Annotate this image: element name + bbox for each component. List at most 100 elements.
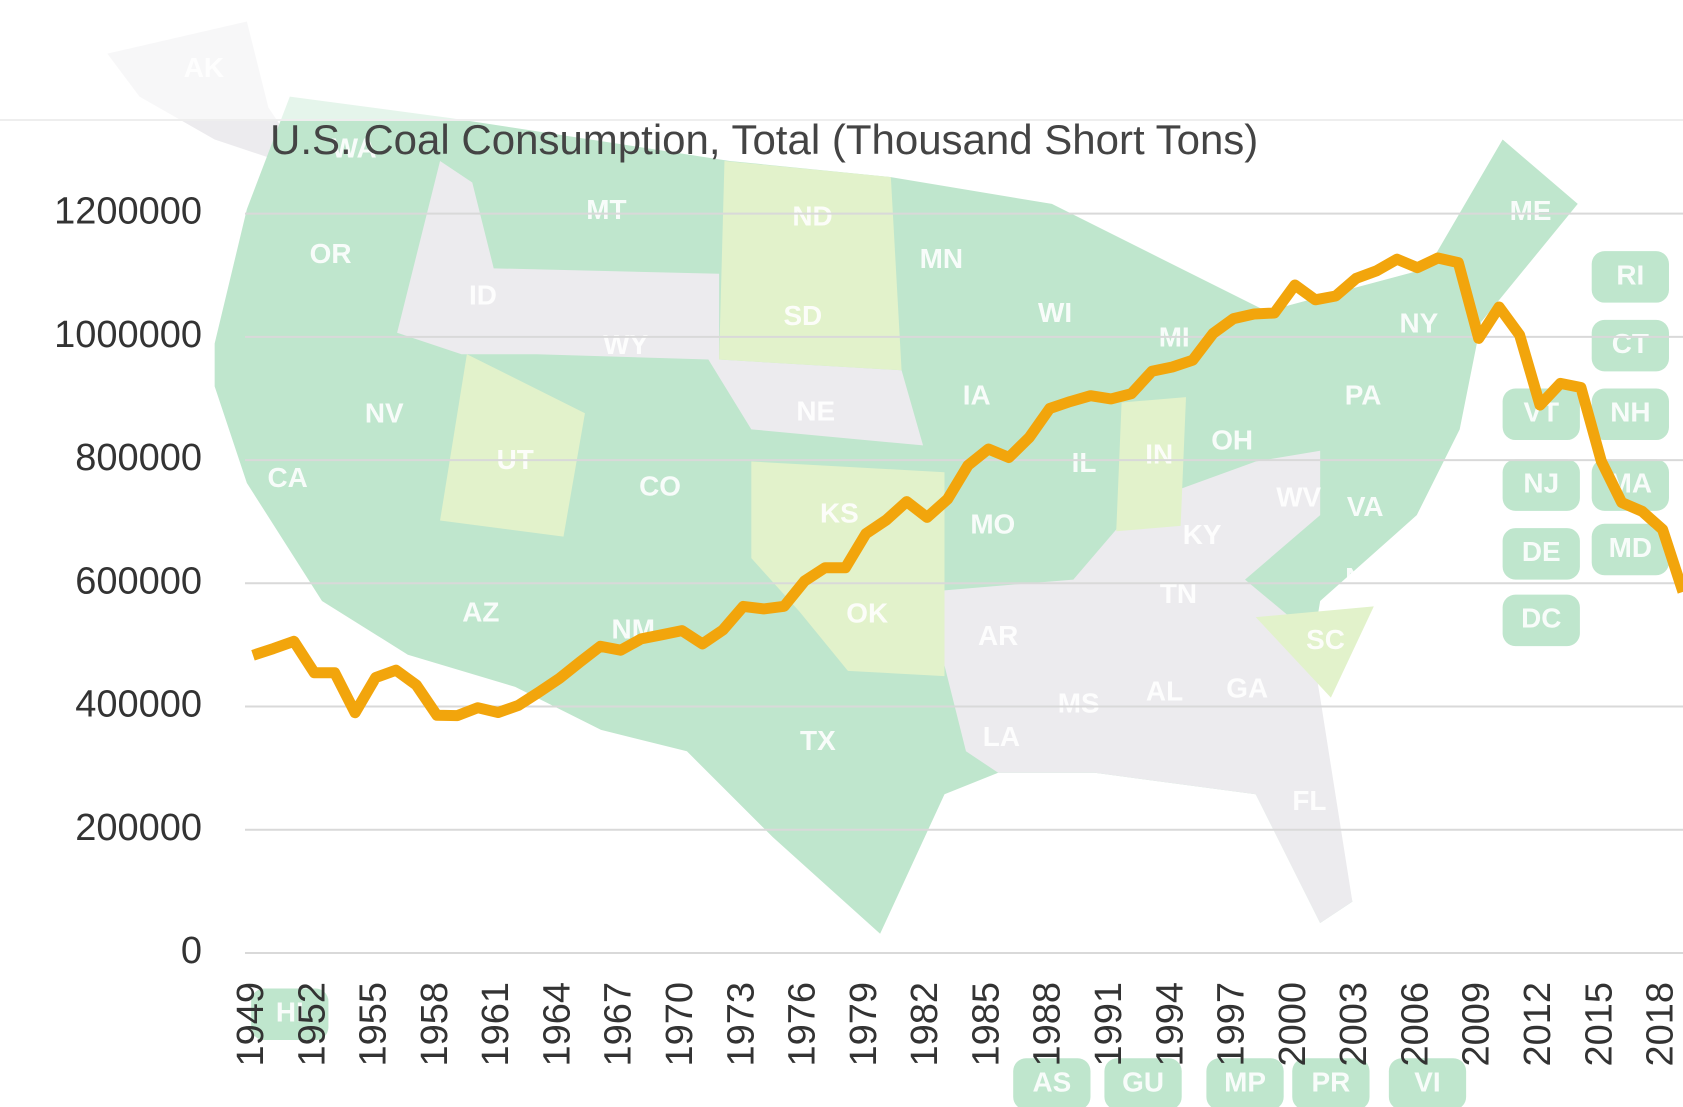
map-background: AKWAORCANVIDMTWYUTCOAZNMNDSDNEKSOKTXMNIA… <box>107 21 1669 1107</box>
territory-label: CT <box>1612 328 1649 359</box>
x-tick-label: 1955 <box>353 982 395 1067</box>
x-tick-label: 1958 <box>414 982 456 1067</box>
territory-pill <box>1591 523 1669 576</box>
lime-region <box>719 160 902 371</box>
x-tick-label: 2006 <box>1394 982 1436 1067</box>
territory-pill <box>1591 319 1669 372</box>
x-tick-label: 1982 <box>904 982 946 1067</box>
x-tick-label: 1952 <box>291 982 333 1067</box>
state-label: WI <box>1038 297 1072 328</box>
chart-title: U.S. Coal Consumption, Total (Thousand S… <box>270 116 1258 163</box>
territory-label: AS <box>1032 1066 1071 1097</box>
state-label: IL <box>1072 447 1097 478</box>
lime-region <box>1255 606 1374 698</box>
top-bar <box>0 0 1683 120</box>
state-label: SC <box>1306 624 1345 655</box>
territory-label: MP <box>1224 1066 1266 1097</box>
y-tick-label: 200000 <box>75 807 202 849</box>
lime-region <box>440 354 585 537</box>
state-label: SD <box>783 300 822 331</box>
y-tick-label: 0 <box>181 930 202 972</box>
x-tick-label: 2009 <box>1456 982 1498 1067</box>
state-label: GA <box>1226 673 1268 704</box>
territory-label: PR <box>1312 1066 1351 1097</box>
territory-label: HI <box>276 997 304 1028</box>
state-label: MS <box>1058 688 1100 719</box>
state-label: CO <box>639 471 681 502</box>
state-label: AL <box>1146 676 1183 707</box>
territory-label: MD <box>1609 532 1652 563</box>
state-label: ND <box>792 200 832 231</box>
state-label: WV <box>1276 481 1321 512</box>
series-line <box>251 252 1683 722</box>
territory-pill <box>251 988 329 1041</box>
state-label: KY <box>1183 519 1222 550</box>
y-tick-label: 1200000 <box>54 191 202 233</box>
y-tick-label: 400000 <box>75 684 202 726</box>
x-tick-label: 1991 <box>1088 982 1130 1067</box>
territory-label: DC <box>1521 603 1561 634</box>
state-label: CA <box>267 462 307 493</box>
state-label: NY <box>1400 308 1439 339</box>
territory-pill <box>1388 1058 1467 1107</box>
territory-pill <box>1104 1058 1182 1107</box>
territory-label: GU <box>1122 1066 1164 1097</box>
x-tick-label: 2000 <box>1272 982 1314 1067</box>
state-label: MN <box>920 243 963 274</box>
x-tick-label: 1973 <box>720 982 762 1067</box>
territory-pill <box>1591 388 1669 441</box>
state-label: ID <box>469 280 497 311</box>
state-label: OH <box>1211 425 1253 456</box>
state-label: FL <box>1292 785 1326 816</box>
state-label: IA <box>963 379 991 410</box>
state-label: MT <box>586 194 626 225</box>
x-tick-label: 2003 <box>1333 982 1375 1067</box>
territory-label: RI <box>1616 259 1644 290</box>
x-tick-label: 1997 <box>1211 982 1253 1067</box>
territory-pill <box>1591 251 1669 303</box>
state-label: LA <box>983 721 1020 752</box>
state-label: IN <box>1145 439 1173 470</box>
territory-pill <box>1292 1058 1370 1107</box>
x-tick-label: 2018 <box>1640 982 1682 1067</box>
state-label: OR <box>310 238 352 269</box>
territory-label: NJ <box>1523 468 1559 499</box>
territory-pill <box>1502 388 1580 441</box>
x-tick-label: 1979 <box>843 982 885 1067</box>
gray-region <box>397 160 924 446</box>
territory-label: DE <box>1522 536 1561 567</box>
territory-pill <box>1502 594 1580 647</box>
x-tick-label: 1994 <box>1149 982 1191 1067</box>
state-label: AR <box>978 620 1018 651</box>
state-label: MO <box>970 508 1015 539</box>
x-tick-label: 1949 <box>230 982 272 1067</box>
x-tick-label: 1961 <box>475 982 517 1067</box>
y-tick-label: 1000000 <box>54 314 202 356</box>
x-tick-label: 1967 <box>598 982 640 1067</box>
state-label: WY <box>603 329 648 360</box>
territory-pill <box>1206 1058 1284 1107</box>
x-tick-label: 2012 <box>1517 982 1559 1067</box>
state-label: NV <box>365 398 404 429</box>
lime-region <box>1116 397 1186 532</box>
state-label: OK <box>846 597 888 628</box>
y-tick-label: 600000 <box>75 560 202 602</box>
territory-pill <box>1013 1058 1091 1107</box>
x-tick-label: 1964 <box>536 982 578 1067</box>
territory-label: NH <box>1610 397 1650 428</box>
state-label: WA <box>332 133 377 164</box>
state-label: TX <box>800 725 836 756</box>
x-tick-label: 2015 <box>1578 982 1620 1067</box>
y-tick-label: 800000 <box>75 437 202 479</box>
state-label: VA <box>1347 491 1384 522</box>
x-tick-label: 1976 <box>782 982 824 1067</box>
state-label: NC <box>1345 562 1385 593</box>
x-tick-label: 1988 <box>1027 982 1069 1067</box>
state-label: NE <box>796 396 835 427</box>
territory-label: VI <box>1414 1066 1440 1097</box>
state-label: KS <box>820 498 859 529</box>
territory-pill <box>1502 459 1580 511</box>
x-tick-label: 1970 <box>659 982 701 1067</box>
